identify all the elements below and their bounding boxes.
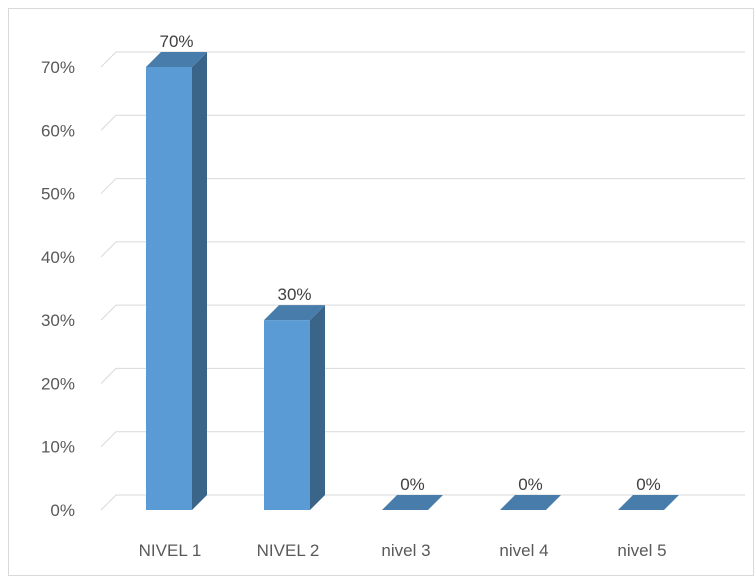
bar-1 [264, 305, 325, 510]
data-label-4: 0% [636, 475, 661, 494]
x-tick-label-1: NIVEL 2 [257, 541, 320, 560]
chart-frame: 0% 10% 20% 30% 40% 50% 60% 70% 70% 30% 0% 0% 0% NIV… [8, 8, 754, 576]
bar-top-2 [382, 495, 443, 510]
bar-side-1 [310, 305, 325, 510]
bar-0 [146, 52, 207, 510]
gridline-7 [100, 51, 745, 68]
gridline-1 [100, 431, 745, 448]
gridline-4 [100, 241, 745, 258]
bar-top-4 [618, 495, 679, 510]
y-tick-label-0: 0% [50, 501, 75, 520]
data-label-0: 70% [159, 32, 193, 51]
bar-chart: 0% 10% 20% 30% 40% 50% 60% 70% 70% 30% 0% 0% 0% NIV… [41, 32, 745, 560]
bar-front-1 [264, 320, 310, 510]
x-tick-label-0: NIVEL 1 [139, 541, 202, 560]
data-labels: 70% 30% 0% 0% 0% [159, 32, 660, 494]
gridline-5 [100, 178, 745, 194]
x-tick-label-4: nivel 5 [617, 541, 666, 560]
gridline-2 [100, 367, 745, 384]
y-tick-label-3: 30% [41, 311, 75, 330]
y-tick-label-7: 70% [41, 58, 75, 77]
y-tick-label-6: 60% [41, 121, 75, 140]
y-tick-label-5: 50% [41, 185, 75, 204]
bar-front-0 [146, 67, 192, 510]
bar-side-0 [192, 52, 207, 510]
x-axis-ticks: NIVEL 1 NIVEL 2 nivel 3 nivel 4 nivel 5 [139, 541, 667, 560]
bar-top-0 [146, 52, 207, 67]
x-tick-label-3: nivel 4 [499, 541, 548, 560]
data-label-1: 30% [277, 285, 311, 304]
y-axis-ticks: 0% 10% 20% 30% 40% 50% 60% 70% [41, 58, 75, 520]
gridline-6 [100, 114, 745, 131]
bar-top-3 [500, 495, 561, 510]
bar-3 [500, 495, 561, 510]
bar-2 [382, 495, 443, 510]
bars [146, 52, 679, 510]
bar-4 [618, 495, 679, 510]
bar-top-1 [264, 305, 325, 321]
gridline-3 [100, 304, 745, 321]
data-label-2: 0% [400, 475, 425, 494]
data-label-3: 0% [518, 475, 543, 494]
x-tick-label-2: nivel 3 [381, 541, 430, 560]
gridlines [100, 51, 745, 511]
y-tick-label-2: 20% [41, 374, 75, 393]
y-tick-label-4: 40% [41, 248, 75, 267]
y-tick-label-1: 10% [41, 438, 75, 457]
